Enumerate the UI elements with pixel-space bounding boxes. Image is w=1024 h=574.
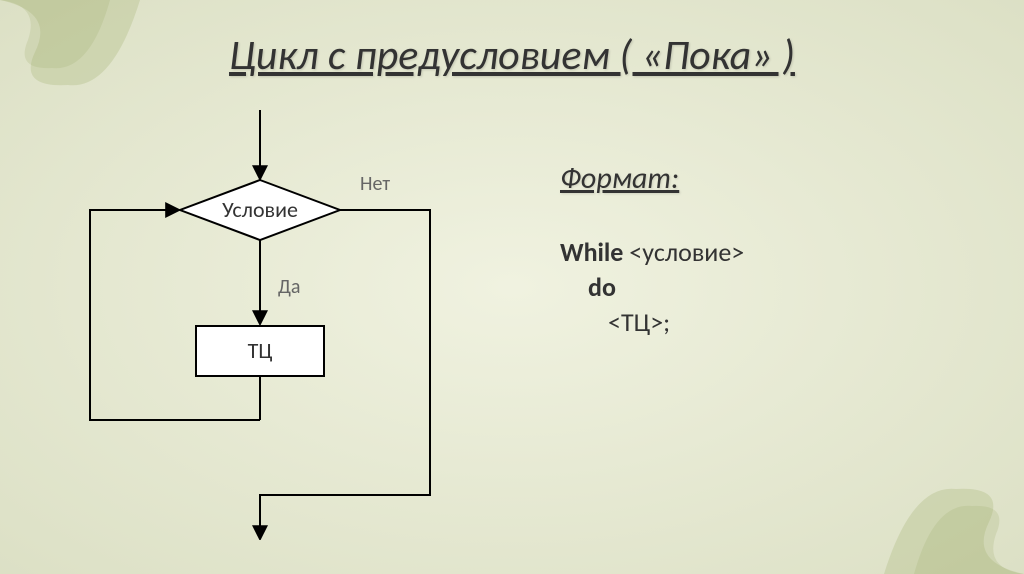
flowchart-svg (60, 100, 480, 540)
format-title: Формат: (560, 160, 744, 197)
code-line-2: do (560, 270, 744, 305)
keyword-while: While (560, 236, 623, 268)
code-line-1: While <условие> (560, 235, 744, 270)
body-label: ТЦ (248, 337, 273, 364)
keyword-do: do (588, 271, 616, 303)
condition-label: Условие (180, 180, 340, 240)
code-rest-1: <условие> (623, 236, 744, 268)
flowchart: Условие ТЦ Нет Да (60, 100, 480, 540)
no-label: Нет (360, 172, 390, 196)
yes-label: Да (278, 275, 300, 299)
slide-title: Цикл с предусловием ( «Пока» ) (0, 30, 1024, 81)
code-line-3: <ТЦ>; (560, 305, 744, 340)
body-rect: ТЦ (195, 325, 325, 377)
code-block: While <условие> do <ТЦ>; (560, 235, 744, 340)
format-block: Формат: While <условие> do <ТЦ>; (560, 160, 744, 340)
condition-diamond: Условие (180, 180, 340, 240)
code-rest-3: <ТЦ>; (608, 306, 670, 338)
corner-deco-bottom-right (884, 434, 1024, 574)
